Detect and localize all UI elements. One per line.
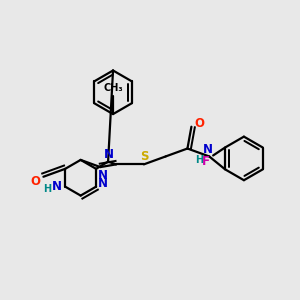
Text: H: H [195, 155, 203, 165]
Text: N: N [98, 177, 108, 190]
Text: CH₃: CH₃ [103, 83, 123, 93]
Text: N: N [104, 148, 114, 161]
Text: S: S [141, 150, 149, 163]
Text: F: F [202, 155, 210, 168]
Text: O: O [31, 175, 40, 188]
Text: O: O [194, 117, 204, 130]
Text: N: N [203, 143, 213, 156]
Text: H: H [43, 184, 51, 194]
Text: N: N [98, 169, 108, 182]
Text: N: N [52, 180, 62, 193]
